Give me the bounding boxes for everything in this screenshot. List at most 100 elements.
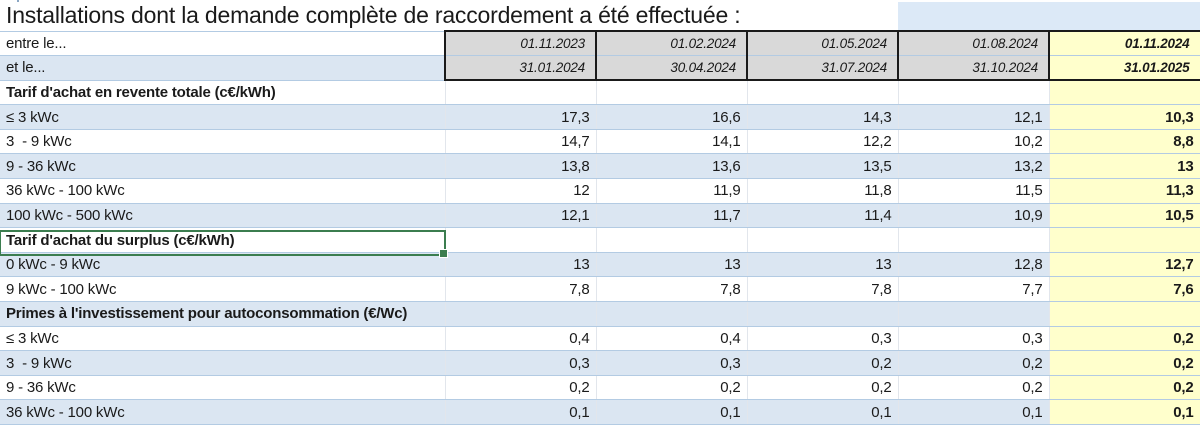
value-cell[interactable]: 7,8 bbox=[445, 276, 597, 303]
value-cell[interactable]: 12,1 bbox=[445, 203, 597, 229]
section-header-primes[interactable]: Primes à l'investissement pour autoconso… bbox=[0, 301, 446, 327]
value-cell[interactable]: 11,4 bbox=[747, 203, 899, 229]
value-cell-highlight[interactable]: 10,5 bbox=[1049, 203, 1200, 229]
value-cell[interactable]: 7,8 bbox=[596, 276, 748, 303]
value-cell[interactable]: 0,1 bbox=[747, 399, 899, 425]
date-cell[interactable]: 01.02.2024 bbox=[595, 30, 748, 57]
value-cell[interactable]: 10,2 bbox=[898, 129, 1050, 155]
value-cell[interactable]: 16,6 bbox=[596, 104, 748, 130]
value-cell[interactable]: 0,3 bbox=[747, 326, 899, 352]
value-cell-highlight[interactable]: 8,8 bbox=[1049, 129, 1200, 155]
section-header-revente-totale[interactable]: Tarif d'achat en revente totale (c€/kWh) bbox=[0, 80, 446, 106]
date-cell[interactable]: 01.11.2023 bbox=[444, 30, 597, 57]
date-cell[interactable]: 01.08.2024 bbox=[897, 30, 1050, 57]
value-cell-highlight[interactable]: 10,3 bbox=[1049, 104, 1200, 130]
period-end-label[interactable]: et le... bbox=[0, 55, 446, 81]
date-cell-current[interactable]: 31.01.2025 bbox=[1048, 55, 1200, 82]
title-row-filler[interactable] bbox=[898, 0, 1200, 32]
value-cell[interactable]: 0,2 bbox=[898, 350, 1050, 376]
value-cell[interactable]: 0,1 bbox=[898, 399, 1050, 425]
empty-cell-highlight[interactable] bbox=[1049, 301, 1200, 327]
empty-cell[interactable] bbox=[445, 227, 597, 253]
row-label[interactable]: 100 kWc - 500 kWc bbox=[0, 203, 446, 229]
value-cell[interactable]: 13 bbox=[445, 252, 597, 278]
value-cell[interactable]: 14,3 bbox=[747, 104, 899, 130]
row-label[interactable]: 0 kWc - 9 kWc bbox=[0, 252, 446, 278]
value-cell[interactable]: 0,4 bbox=[445, 326, 597, 352]
table-row: 9 - 36 kWc 13,8 13,6 13,5 13,2 13 bbox=[0, 153, 1200, 180]
row-label[interactable]: 9 - 36 kWc bbox=[0, 153, 446, 180]
value-cell[interactable]: 0,1 bbox=[445, 399, 597, 425]
table-row: 36 kWc - 100 kWc 12 11,9 11,8 11,5 11,3 bbox=[0, 178, 1200, 204]
value-cell-highlight[interactable]: 0,2 bbox=[1049, 375, 1200, 401]
empty-cell[interactable] bbox=[898, 80, 1050, 106]
empty-cell[interactable] bbox=[747, 301, 899, 327]
value-cell[interactable]: 13,2 bbox=[898, 153, 1050, 180]
value-cell[interactable]: 13,8 bbox=[445, 153, 597, 180]
value-cell[interactable]: 0,2 bbox=[596, 375, 748, 401]
value-cell[interactable]: 13,5 bbox=[747, 153, 899, 180]
value-cell[interactable]: 11,5 bbox=[898, 178, 1050, 204]
section-header-surplus-selected-cell[interactable]: Tarif d'achat du surplus (c€/kWh) bbox=[0, 227, 446, 253]
value-cell[interactable]: 14,7 bbox=[445, 129, 597, 155]
empty-cell[interactable] bbox=[445, 80, 597, 106]
value-cell-highlight[interactable]: 13 bbox=[1049, 153, 1200, 180]
row-label[interactable]: 9 kWc - 100 kWc bbox=[0, 276, 446, 303]
value-cell[interactable]: 7,8 bbox=[747, 276, 899, 303]
value-cell[interactable]: 10,9 bbox=[898, 203, 1050, 229]
date-cell[interactable]: 31.01.2024 bbox=[444, 55, 597, 82]
value-cell-highlight[interactable]: 7,6 bbox=[1049, 276, 1200, 303]
value-cell-highlight[interactable]: 0,2 bbox=[1049, 326, 1200, 352]
value-cell[interactable]: 14,1 bbox=[596, 129, 748, 155]
empty-cell[interactable] bbox=[747, 80, 899, 106]
value-cell[interactable]: 17,3 bbox=[445, 104, 597, 130]
page-title[interactable]: Installations dont la demande complète d… bbox=[0, 0, 898, 32]
row-label[interactable]: 3 - 9 kWc bbox=[0, 350, 446, 376]
value-cell-highlight[interactable]: 11,3 bbox=[1049, 178, 1200, 204]
value-cell[interactable]: 0,4 bbox=[596, 326, 748, 352]
row-label[interactable]: ≤ 3 kWc bbox=[0, 104, 446, 130]
row-label[interactable]: 3 - 9 kWc bbox=[0, 129, 446, 155]
value-cell[interactable]: 0,3 bbox=[898, 326, 1050, 352]
empty-cell-highlight[interactable] bbox=[1049, 227, 1200, 253]
row-label[interactable]: 36 kWc - 100 kWc bbox=[0, 178, 446, 204]
period-start-label[interactable]: entre le... bbox=[0, 31, 446, 57]
value-cell[interactable]: 7,7 bbox=[898, 276, 1050, 303]
value-cell[interactable]: 12,2 bbox=[747, 129, 899, 155]
empty-cell[interactable] bbox=[596, 227, 748, 253]
empty-cell[interactable] bbox=[898, 227, 1050, 253]
empty-cell[interactable] bbox=[596, 80, 748, 106]
date-cell-current[interactable]: 01.11.2024 bbox=[1048, 30, 1200, 57]
empty-cell[interactable] bbox=[445, 301, 597, 327]
value-cell[interactable]: 0,1 bbox=[596, 399, 748, 425]
value-cell[interactable]: 11,8 bbox=[747, 178, 899, 204]
date-cell[interactable]: 31.10.2024 bbox=[897, 55, 1050, 82]
value-cell[interactable]: 11,9 bbox=[596, 178, 748, 204]
empty-cell-highlight[interactable] bbox=[1049, 80, 1200, 106]
value-cell[interactable]: 11,7 bbox=[596, 203, 748, 229]
empty-cell[interactable] bbox=[898, 301, 1050, 327]
value-cell[interactable]: 13 bbox=[747, 252, 899, 278]
empty-cell[interactable] bbox=[596, 301, 748, 327]
row-label[interactable]: 36 kWc - 100 kWc bbox=[0, 399, 446, 425]
value-cell-highlight[interactable]: 0,2 bbox=[1049, 350, 1200, 376]
value-cell[interactable]: 0,2 bbox=[747, 350, 899, 376]
value-cell[interactable]: 13 bbox=[596, 252, 748, 278]
empty-cell[interactable] bbox=[747, 227, 899, 253]
value-cell[interactable]: 13,6 bbox=[596, 153, 748, 180]
value-cell[interactable]: 0,3 bbox=[596, 350, 748, 376]
value-cell-highlight[interactable]: 12,7 bbox=[1049, 252, 1200, 278]
value-cell[interactable]: 0,2 bbox=[747, 375, 899, 401]
row-label[interactable]: 9 - 36 kWc bbox=[0, 375, 446, 401]
date-cell[interactable]: 30.04.2024 bbox=[595, 55, 748, 82]
value-cell[interactable]: 12,1 bbox=[898, 104, 1050, 130]
date-cell[interactable]: 31.07.2024 bbox=[746, 55, 899, 82]
date-cell[interactable]: 01.05.2024 bbox=[746, 30, 899, 57]
value-cell[interactable]: 0,2 bbox=[898, 375, 1050, 401]
value-cell[interactable]: 0,2 bbox=[445, 375, 597, 401]
value-cell[interactable]: 12,8 bbox=[898, 252, 1050, 278]
value-cell[interactable]: 12 bbox=[445, 178, 597, 204]
value-cell[interactable]: 0,3 bbox=[445, 350, 597, 376]
row-label[interactable]: ≤ 3 kWc bbox=[0, 326, 446, 352]
value-cell-highlight[interactable]: 0,1 bbox=[1049, 399, 1200, 425]
